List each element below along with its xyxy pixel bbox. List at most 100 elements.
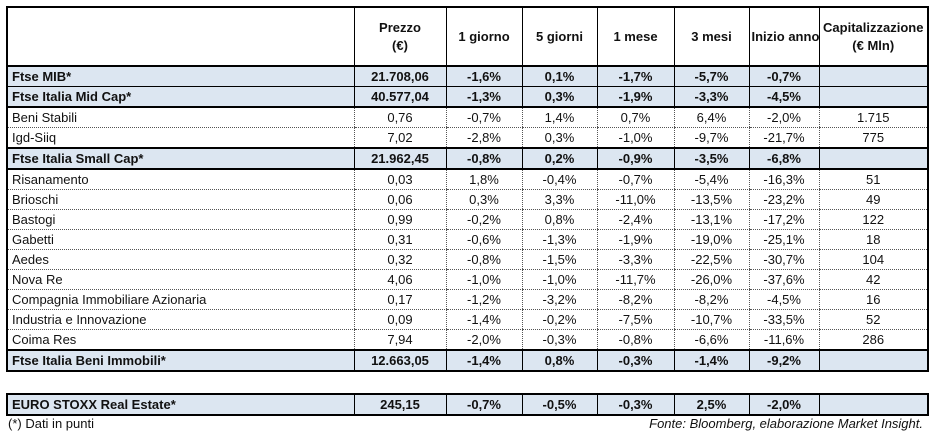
cell-1-mese: 0,7% [596, 107, 674, 128]
cell-prezzo: 21.962,45 [353, 148, 446, 170]
cell-1-mese: -1,0% [596, 127, 674, 149]
cell-1-mese: -0,7% [596, 169, 674, 190]
cell-1-mese: -0,3% [596, 350, 674, 372]
footnote: (*) Dati in punti [8, 416, 94, 431]
cell-prezzo: 245,15 [353, 394, 446, 416]
cell-3-mesi: -3,3% [673, 86, 749, 108]
cell-1-giorno: -0,2% [445, 209, 522, 230]
cell-inizio-anno: -2,0% [748, 394, 819, 416]
table-row: Industria e Innovazione 0,09 -1,4% -0,2% -7,… [7, 309, 928, 330]
cell-cap [818, 148, 928, 170]
cell-name: Beni Stabili [7, 107, 354, 128]
cell-cap [818, 66, 928, 87]
cell-cap [818, 86, 928, 108]
cell-1-giorno: -1,2% [445, 289, 522, 310]
header-cap-line1: Capitalizzazione [823, 19, 924, 35]
cell-name: Bastogi [7, 209, 354, 230]
cell-inizio-anno: -37,6% [748, 269, 819, 290]
table-row: Ftse Italia Small Cap* 21.962,45 -0,8% 0,2%… [7, 148, 928, 170]
cell-1-mese: -11,7% [596, 269, 674, 290]
cell-3-mesi: -22,5% [673, 249, 749, 270]
cell-cap: 52 [818, 309, 928, 330]
cell-cap: 42 [818, 269, 928, 290]
cell-3-mesi: -13,1% [673, 209, 749, 230]
cell-3-mesi: -8,2% [673, 289, 749, 310]
cell-name: Brioschi [7, 189, 354, 210]
cell-name: Risanamento [7, 169, 354, 190]
cell-1-mese: -0,8% [596, 329, 674, 351]
cell-3-mesi: -26,0% [673, 269, 749, 290]
table-row: Brioschi 0,06 0,3% 3,3% -11,0% -13,5% -23,2% 49 [7, 189, 928, 210]
cell-5-giorni: 0,8% [521, 209, 597, 230]
cell-inizio-anno: -16,3% [748, 169, 819, 190]
cell-prezzo: 4,06 [353, 269, 446, 290]
cell-name: EURO STOXX Real Estate* [7, 394, 354, 416]
source-note: Fonte: Bloomberg, elaborazione Market In… [649, 416, 923, 431]
table-row: Coima Res 7,94 -2,0% -0,3% -0,8% -6,6% -11,6% 2… [7, 329, 928, 351]
cell-inizio-anno: -17,2% [748, 209, 819, 230]
table-row: Ftse MIB* 21.708,06 -1,6% 0,1% -1,7% -5,7% -0,… [7, 66, 928, 87]
cell-inizio-anno: -6,8% [748, 148, 819, 170]
header-name [7, 7, 354, 67]
cell-5-giorni: 3,3% [521, 189, 597, 210]
cell-prezzo: 0,76 [353, 107, 446, 128]
table-row: Gabetti 0,31 -0,6% -1,3% -1,9% -19,0% -25,1% 18 [7, 229, 928, 250]
cell-cap [818, 394, 928, 416]
cell-name: Ftse MIB* [7, 66, 354, 87]
cell-1-giorno: -1,0% [445, 269, 522, 290]
cell-3-mesi: -1,4% [673, 350, 749, 372]
cell-5-giorni: -1,3% [521, 229, 597, 250]
cell-5-giorni: -3,2% [521, 289, 597, 310]
cell-3-mesi: -9,7% [673, 127, 749, 149]
cell-name: Aedes [7, 249, 354, 270]
cell-1-giorno: -2,0% [445, 329, 522, 351]
market-table: Prezzo (€) 1 giorno 5 giorni 1 mese 3 mes… [6, 6, 929, 372]
table-row-euro-stoxx: EURO STOXX Real Estate* 245,15 -0,7% -0,… [7, 394, 928, 416]
table-row: Risanamento 0,03 1,8% -0,4% -0,7% -5,4% -16,3%… [7, 169, 928, 190]
cell-name: Gabetti [7, 229, 354, 250]
cell-prezzo: 7,02 [353, 127, 446, 149]
cell-inizio-anno: -4,5% [748, 86, 819, 108]
cell-name: Ftse Italia Mid Cap* [7, 86, 354, 108]
cell-prezzo: 0,31 [353, 229, 446, 250]
header-inizio-anno: Inizio anno [748, 7, 819, 67]
cell-3-mesi: -5,4% [673, 169, 749, 190]
header-prezzo: Prezzo (€) [353, 7, 446, 67]
cell-name: Coima Res [7, 329, 354, 351]
header-cap-line2: (€ Mln) [852, 37, 895, 53]
cell-5-giorni: 0,1% [521, 66, 597, 87]
cell-inizio-anno: -23,2% [748, 189, 819, 210]
cell-1-mese: -0,9% [596, 148, 674, 170]
cell-5-giorni: -1,0% [521, 269, 597, 290]
cell-prezzo: 0,09 [353, 309, 446, 330]
cell-5-giorni: 0,3% [521, 127, 597, 149]
cell-prezzo: 0,03 [353, 169, 446, 190]
cell-inizio-anno: -9,2% [748, 350, 819, 372]
header-1-giorno: 1 giorno [445, 7, 522, 67]
cell-3-mesi: -3,5% [673, 148, 749, 170]
cell-prezzo: 7,94 [353, 329, 446, 351]
cell-inizio-anno: -0,7% [748, 66, 819, 87]
cell-5-giorni: -0,3% [521, 329, 597, 351]
cell-name: Compagnia Immobiliare Azionaria [7, 289, 354, 310]
cell-name: Nova Re [7, 269, 354, 290]
cell-prezzo: 0,32 [353, 249, 446, 270]
cell-cap: 122 [818, 209, 928, 230]
cell-3-mesi: -13,5% [673, 189, 749, 210]
table-row: Ftse Italia Mid Cap* 40.577,04 -1,3% 0,3% -1… [7, 86, 928, 108]
cell-1-mese: -2,4% [596, 209, 674, 230]
header-cap: Capitalizzazione (€ Mln) [818, 7, 928, 67]
cell-5-giorni: -1,5% [521, 249, 597, 270]
cell-1-giorno: -1,6% [445, 66, 522, 87]
cell-1-mese: -3,3% [596, 249, 674, 270]
cell-name: Ftse Italia Beni Immobili* [7, 350, 354, 372]
cell-3-mesi: -5,7% [673, 66, 749, 87]
cell-1-mese: -11,0% [596, 189, 674, 210]
cell-cap: 775 [818, 127, 928, 149]
table-row: Aedes 0,32 -0,8% -1,5% -3,3% -22,5% -30,7% 104 [7, 249, 928, 270]
cell-cap: 1.715 [818, 107, 928, 128]
cell-name: Industria e Innovazione [7, 309, 354, 330]
cell-prezzo: 0,06 [353, 189, 446, 210]
header-5-giorni: 5 giorni [521, 7, 597, 67]
cell-5-giorni: -0,5% [521, 394, 597, 416]
